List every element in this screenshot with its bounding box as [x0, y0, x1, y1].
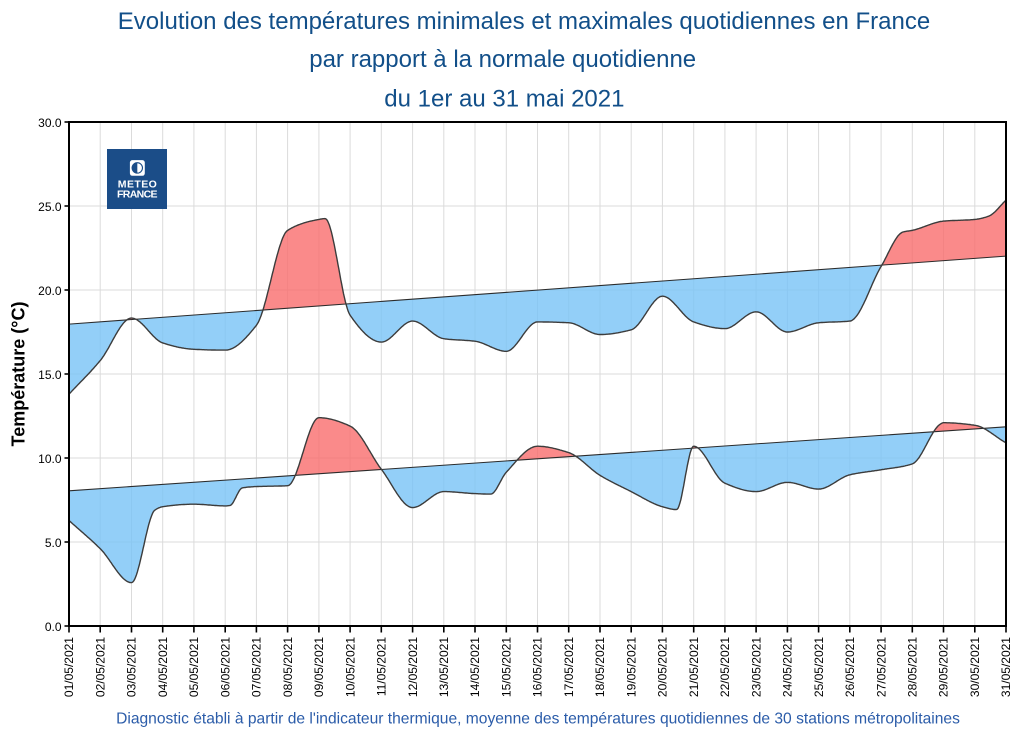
- svg-text:17/05/2021: 17/05/2021: [562, 637, 576, 697]
- svg-text:24/05/2021: 24/05/2021: [781, 637, 795, 697]
- svg-text:Evolution des températures min: Evolution des températures minimales et …: [118, 8, 930, 35]
- svg-text:14/05/2021: 14/05/2021: [468, 637, 482, 697]
- svg-text:12/05/2021: 12/05/2021: [406, 637, 420, 697]
- svg-text:09/05/2021: 09/05/2021: [312, 637, 326, 697]
- svg-text:30/05/2021: 30/05/2021: [968, 637, 982, 697]
- svg-text:27/05/2021: 27/05/2021: [874, 637, 888, 697]
- svg-text:16/05/2021: 16/05/2021: [531, 637, 545, 697]
- svg-text:06/05/2021: 06/05/2021: [218, 637, 232, 697]
- svg-text:30.0: 30.0: [38, 116, 62, 130]
- svg-text:10/05/2021: 10/05/2021: [343, 637, 357, 697]
- svg-text:13/05/2021: 13/05/2021: [437, 637, 451, 697]
- svg-text:par rapport à la normale quoti: par rapport à la normale quotidienne: [309, 46, 696, 73]
- svg-text:19/05/2021: 19/05/2021: [624, 637, 638, 697]
- svg-text:21/05/2021: 21/05/2021: [687, 637, 701, 697]
- svg-text:Température (°C): Température (°C): [9, 302, 29, 447]
- svg-text:22/05/2021: 22/05/2021: [718, 637, 732, 697]
- svg-text:20/05/2021: 20/05/2021: [656, 637, 670, 697]
- svg-text:04/05/2021: 04/05/2021: [156, 637, 170, 697]
- svg-text:02/05/2021: 02/05/2021: [93, 637, 107, 697]
- svg-text:03/05/2021: 03/05/2021: [125, 637, 139, 697]
- svg-text:5.0: 5.0: [45, 536, 62, 550]
- svg-text:25/05/2021: 25/05/2021: [812, 637, 826, 697]
- svg-text:01/05/2021: 01/05/2021: [62, 637, 76, 697]
- svg-text:31/05/2021: 31/05/2021: [999, 637, 1013, 697]
- svg-text:METEO: METEO: [118, 178, 157, 190]
- svg-text:07/05/2021: 07/05/2021: [250, 637, 264, 697]
- svg-text:18/05/2021: 18/05/2021: [593, 637, 607, 697]
- svg-text:11/05/2021: 11/05/2021: [375, 637, 389, 696]
- svg-text:20.0: 20.0: [38, 284, 62, 298]
- svg-text:23/05/2021: 23/05/2021: [749, 637, 763, 697]
- svg-text:du 1er au 31 mai 2021: du 1er au 31 mai 2021: [384, 86, 624, 113]
- svg-text:28/05/2021: 28/05/2021: [906, 637, 920, 697]
- svg-text:15.0: 15.0: [38, 368, 62, 382]
- svg-text:15/05/2021: 15/05/2021: [500, 637, 514, 697]
- svg-text:08/05/2021: 08/05/2021: [281, 637, 295, 697]
- svg-text:0.0: 0.0: [45, 620, 62, 634]
- svg-text:25.0: 25.0: [38, 200, 62, 214]
- svg-text:FRANCE: FRANCE: [117, 189, 158, 201]
- svg-text:05/05/2021: 05/05/2021: [187, 637, 201, 697]
- svg-text:Diagnostic établi à partir de: Diagnostic établi à partir de l'indicate…: [116, 711, 960, 728]
- svg-text:10.0: 10.0: [38, 452, 62, 466]
- svg-text:29/05/2021: 29/05/2021: [937, 637, 951, 697]
- svg-text:26/05/2021: 26/05/2021: [843, 637, 857, 697]
